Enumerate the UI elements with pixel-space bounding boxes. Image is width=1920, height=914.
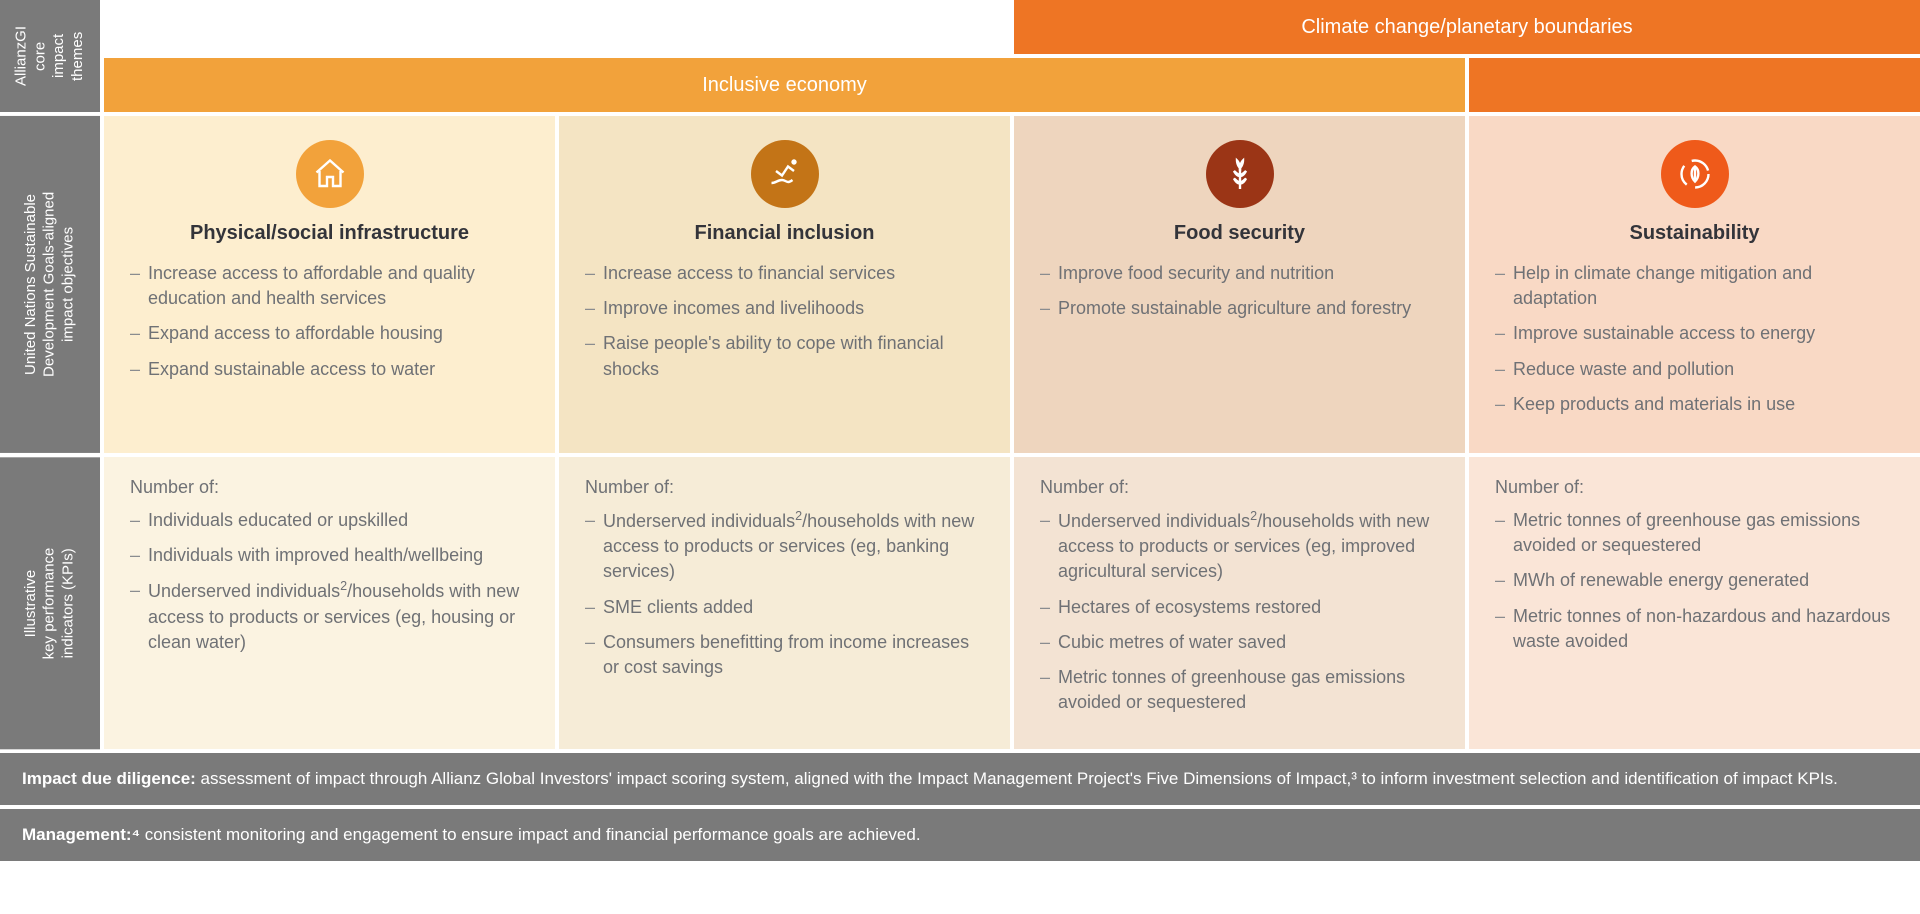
kpi-item: Underserved individuals2/households with… [1040,508,1439,585]
kpi-list: Underserved individuals2/households with… [1040,508,1439,715]
pillar-title: Financial inclusion [585,222,984,245]
objective-item: Improve incomes and livelihoods [585,296,984,321]
kpi-item: Cubic metres of water saved [1040,630,1439,655]
row-label-objectives: United Nations Sustainable Development G… [0,116,100,453]
footer-diligence-bold: Impact due diligence: [22,769,196,788]
kpi-item: Metric tonnes of greenhouse gas emission… [1040,665,1439,715]
pillar-infra-objectives: Physical/social infrastructure Increase … [104,116,555,453]
house-icon [296,140,364,208]
pillar-infra-kpis: Number of: Individuals educated or upski… [104,457,555,749]
leaf-cycle-icon [1661,140,1729,208]
pillar-food-objectives: Food security Improve food security and … [1014,116,1465,453]
theme-inclusive: Inclusive economy [104,58,1465,112]
kpi-item: Hectares of ecosystems restored [1040,595,1439,620]
kpi-item: Underserved individuals2/households with… [130,578,529,655]
theme-climate: Climate change/planetary boundaries [1014,0,1920,54]
kpi-head: Number of: [585,477,984,498]
kpi-list: Metric tonnes of greenhouse gas emission… [1495,508,1894,654]
theme-climate-ext [1469,58,1920,112]
kpi-item: Underserved individuals2/households with… [585,508,984,585]
pillar-sustain-objectives: Sustainability Help in climate change mi… [1469,116,1920,453]
footer-management-text: consistent monitoring and engagement to … [140,825,921,844]
pillar-title: Food security [1040,222,1439,245]
footer-diligence: Impact due diligence: assessment of impa… [0,753,1920,805]
impact-framework-grid: AllianzGI core impact themes Climate cha… [0,0,1920,861]
pillar-title: Sustainability [1495,222,1894,245]
chart-hand-icon [751,140,819,208]
kpi-item: Metric tonnes of non-hazardous and hazar… [1495,604,1894,654]
kpi-item: Individuals with improved health/wellbei… [130,543,529,568]
kpi-item: Individuals educated or upskilled [130,508,529,533]
kpi-head: Number of: [130,477,529,498]
objective-item: Improve sustainable access to energy [1495,321,1894,346]
kpi-item: Metric tonnes of greenhouse gas emission… [1495,508,1894,558]
kpi-list: Individuals educated or upskilled Individ… [130,508,529,655]
pillar-food-kpis: Number of: Underserved individuals2/hous… [1014,457,1465,749]
kpi-item: Consumers benefitting from income increa… [585,630,984,680]
objective-item: Help in climate change mitigation and ad… [1495,261,1894,311]
kpi-head: Number of: [1495,477,1894,498]
blank-top-left [104,0,1010,54]
objective-item: Expand access to affordable housing [130,321,529,346]
pillar-obj-list: Improve food security and nutrition Promo… [1040,261,1439,321]
row-label-themes: AllianzGI core impact themes [0,0,100,112]
pillar-obj-list: Help in climate change mitigation and ad… [1495,261,1894,417]
objective-item: Improve food security and nutrition [1040,261,1439,286]
pillar-financial-kpis: Number of: Underserved individuals2/hous… [559,457,1010,749]
objective-item: Increase access to affordable and qualit… [130,261,529,311]
pillar-sustain-kpis: Number of: Metric tonnes of greenhouse g… [1469,457,1920,749]
pillar-obj-list: Increase access to financial services Imp… [585,261,984,382]
footer-diligence-text: assessment of impact through Allianz Glo… [196,769,1838,788]
row-label-kpis: Illustrative key performance indicators … [0,457,100,749]
objective-item: Reduce waste and pollution [1495,357,1894,382]
pillar-title: Physical/social infrastructure [130,222,529,245]
pillar-financial-objectives: Financial inclusion Increase access to f… [559,116,1010,453]
kpi-item: MWh of renewable energy generated [1495,568,1894,593]
objective-item: Promote sustainable agriculture and fore… [1040,296,1439,321]
objective-item: Keep products and materials in use [1495,392,1894,417]
kpi-list: Underserved individuals2/households with… [585,508,984,680]
kpi-head: Number of: [1040,477,1439,498]
wheat-icon [1206,140,1274,208]
objective-item: Expand sustainable access to water [130,357,529,382]
objective-item: Raise people's ability to cope with fina… [585,331,984,381]
pillar-obj-list: Increase access to affordable and qualit… [130,261,529,382]
kpi-item: SME clients added [585,595,984,620]
footer-management: Management:⁴ consistent monitoring and e… [0,809,1920,861]
footer-management-bold: Management:⁴ [22,825,140,844]
objective-item: Increase access to financial services [585,261,984,286]
